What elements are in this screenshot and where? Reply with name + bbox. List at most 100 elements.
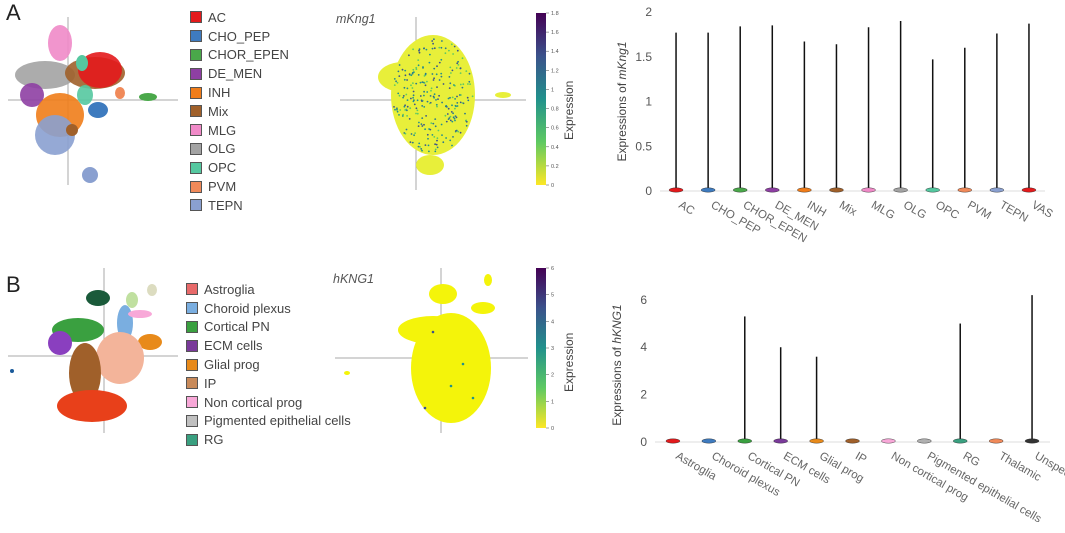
y-axis-label: Expressions of mKng1 bbox=[615, 41, 629, 161]
legend-label: Astroglia bbox=[204, 281, 255, 297]
cluster-legend-b: Astroglia Choroid plexus Cortical PN ECM ce… bbox=[186, 280, 351, 449]
legend-item: CHOR_EPEN bbox=[190, 46, 289, 65]
violin-body bbox=[773, 438, 788, 444]
colorbar-tick-label: 3 bbox=[551, 346, 554, 352]
legend-swatch bbox=[190, 30, 202, 43]
category-label: OPC bbox=[933, 199, 961, 222]
colorbar-b: 6 5 4 3 2 1 0 bbox=[536, 266, 554, 432]
legend-swatch bbox=[190, 11, 202, 24]
y-tick-label: 1 bbox=[645, 95, 652, 109]
violin-body bbox=[700, 187, 716, 193]
legend-swatch bbox=[190, 180, 202, 193]
legend-label: Choroid plexus bbox=[204, 300, 291, 316]
category-label: TEPN bbox=[997, 199, 1030, 225]
legend-swatch bbox=[190, 161, 202, 174]
legend-label: TEPN bbox=[208, 197, 243, 213]
category-label: IP bbox=[853, 450, 869, 466]
violin-body bbox=[1024, 438, 1040, 444]
legend-label: Mix bbox=[208, 103, 229, 119]
colorbar-tick-label: 1 bbox=[551, 87, 554, 93]
legend-swatch bbox=[186, 396, 198, 409]
legend-label: OLG bbox=[208, 141, 236, 157]
colorbar-tick-label: 1.2 bbox=[551, 68, 559, 74]
legend-item: OPC bbox=[190, 158, 289, 177]
legend-label: IP bbox=[204, 375, 217, 391]
legend-swatch bbox=[190, 105, 202, 118]
legend-swatch bbox=[186, 358, 198, 371]
legend-swatch bbox=[186, 414, 198, 427]
violin-body bbox=[893, 187, 908, 193]
colorbar-tick-label: 4 bbox=[551, 319, 554, 325]
legend-swatch bbox=[186, 302, 198, 315]
legend-label: Glial prog bbox=[204, 357, 260, 373]
category-label: AC bbox=[677, 199, 697, 217]
legend-item: IP bbox=[186, 374, 351, 393]
violin-body bbox=[881, 438, 896, 444]
legend-swatch bbox=[186, 433, 198, 446]
y-tick-label: 1.5 bbox=[635, 50, 652, 64]
legend-swatch bbox=[186, 377, 198, 390]
legend-label: Pigmented epithelial cells bbox=[204, 413, 351, 429]
colorbar-tick-label: 2 bbox=[551, 373, 554, 379]
colorbar-tick-label: 0 bbox=[551, 183, 554, 189]
legend-label: Cortical PN bbox=[204, 319, 270, 335]
legend-label: CHO_PEP bbox=[208, 28, 271, 44]
colorbar-tick-label: 5 bbox=[551, 293, 554, 299]
legend-item: PVM bbox=[190, 177, 289, 196]
legend-item: CHO_PEP bbox=[190, 27, 289, 46]
category-label: Mix bbox=[837, 199, 859, 218]
category-label: VAS bbox=[1029, 199, 1054, 221]
violin-body bbox=[989, 187, 1005, 193]
legend-item: Choroid plexus bbox=[186, 299, 351, 318]
colorbar-tick-label: 0.8 bbox=[551, 107, 559, 113]
colorbar-tick-label: 0 bbox=[551, 426, 554, 432]
colorbar-a: 1.8 1.6 1.4 1.2 1 0.8 0.6 0.4 0.2 0 bbox=[536, 11, 559, 189]
umap-expression-plot-b bbox=[335, 268, 528, 433]
legend-item: Glial prog bbox=[186, 355, 351, 374]
legend-label: Non cortical prog bbox=[204, 394, 303, 410]
legend-item: DE_MEN bbox=[190, 64, 289, 83]
violin-body bbox=[988, 438, 1004, 444]
legend-swatch bbox=[186, 320, 198, 333]
violin-body bbox=[917, 438, 932, 444]
gene-title-b: hKNG1 bbox=[333, 272, 374, 286]
legend-swatch bbox=[190, 142, 202, 155]
violin-body bbox=[733, 187, 748, 193]
colorbar-tick-label: 6 bbox=[551, 266, 554, 272]
colorbar-tick-label: 1 bbox=[551, 399, 554, 405]
legend-swatch bbox=[190, 124, 202, 137]
legend-swatch bbox=[190, 48, 202, 61]
violin-body bbox=[1021, 187, 1037, 193]
legend-item: AC bbox=[190, 8, 289, 27]
y-tick-label: 2 bbox=[645, 5, 652, 19]
violin-body bbox=[845, 438, 860, 444]
violin-body bbox=[665, 438, 681, 444]
legend-swatch bbox=[186, 339, 198, 352]
violin-body bbox=[957, 187, 972, 193]
legend-label: PVM bbox=[208, 179, 237, 195]
gene-title-a: mKng1 bbox=[336, 12, 376, 26]
umap-cluster-plot-a bbox=[8, 17, 178, 185]
y-tick-label: 0 bbox=[640, 435, 647, 449]
category-label: RG bbox=[961, 450, 982, 469]
legend-item: Non cortical prog bbox=[186, 393, 351, 412]
cluster-legend-a: AC CHO_PEP CHOR_EPEN DE_MEN INH Mix MLG OLG OPC P… bbox=[190, 8, 289, 215]
legend-swatch bbox=[190, 86, 202, 99]
umap-cluster-plot-b bbox=[8, 268, 178, 433]
legend-item: Pigmented epithelial cells bbox=[186, 412, 351, 431]
legend-label: OPC bbox=[208, 160, 237, 176]
legend-label: AC bbox=[208, 9, 227, 25]
legend-label: DE_MEN bbox=[208, 66, 263, 82]
violin-body bbox=[925, 187, 940, 193]
colorbar-tick-label: 0.6 bbox=[551, 126, 559, 132]
legend-swatch bbox=[186, 283, 198, 296]
legend-swatch bbox=[190, 67, 202, 80]
y-tick-label: 6 bbox=[640, 293, 647, 307]
legend-item: Cortical PN bbox=[186, 318, 351, 337]
panel-label-a: A bbox=[6, 0, 21, 25]
legend-label: INH bbox=[208, 85, 231, 101]
colorbar-tick-label: 1.4 bbox=[551, 49, 559, 55]
legend-item: Astroglia bbox=[186, 280, 351, 299]
y-tick-label: 2 bbox=[640, 388, 647, 402]
